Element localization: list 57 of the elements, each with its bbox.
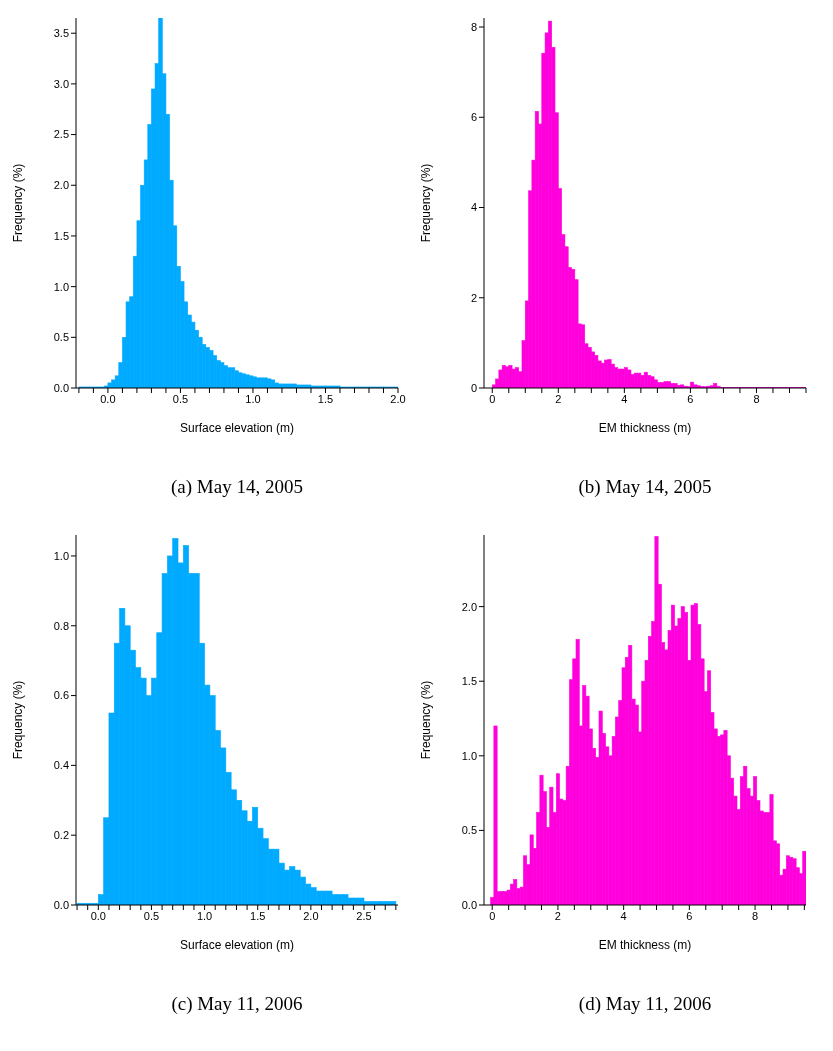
y-tick-label: 0.0 [53, 898, 69, 911]
x-axis-title: Surface elevation (m) [179, 938, 295, 952]
y-tick-label: 0.5 [53, 331, 69, 344]
y-axis-title: Frequency (%) [11, 163, 26, 243]
y-tick-label: 0.2 [53, 829, 69, 842]
text: (c) May 11, 2006 [170, 993, 304, 1015]
text: (b) May 14, 2005 [577, 476, 713, 498]
text: (d) May 11, 2006 [577, 993, 713, 1015]
x-tick-label: 2 [554, 909, 561, 922]
y-axis-title: Frequency (%) [419, 163, 434, 243]
x-tick-label: 1.0 [245, 392, 261, 405]
x-tick-label: 2 [555, 392, 562, 405]
y-tick-label: 0.5 [461, 824, 477, 837]
y-tick-label: 3.0 [53, 77, 69, 90]
x-axis-title: EM thickness (m) [598, 421, 692, 435]
y-tick-label: 0.4 [53, 759, 69, 772]
y-tick-label: 0.8 [53, 619, 69, 632]
x-tick-label: 8 [753, 392, 760, 405]
y-tick-label: 2.5 [53, 128, 69, 141]
y-axis-title: Frequency (%) [419, 680, 434, 760]
x-tick-label: 4 [620, 909, 627, 922]
y-tick-label: 1.0 [461, 749, 477, 762]
x-tick-label: 2.0 [390, 392, 406, 405]
y-tick-label: 4 [470, 201, 477, 214]
y-tick-label: 1.0 [53, 280, 69, 293]
x-tick-label: 8 [752, 909, 759, 922]
y-tick-label: 1.5 [53, 229, 69, 242]
y-tick-label: 2 [470, 291, 477, 304]
x-tick-label: 1.5 [250, 909, 266, 922]
x-axis-title: EM thickness (m) [598, 938, 692, 952]
y-tick-label: 0 [470, 381, 477, 394]
x-tick-label: 0 [489, 909, 496, 922]
y-tick-label: 2.0 [461, 600, 477, 613]
y-tick-label: 0.6 [53, 689, 69, 702]
x-tick-label: 0.5 [172, 392, 189, 405]
x-tick-label: 6 [687, 392, 694, 405]
x-tick-label: 6 [686, 909, 693, 922]
y-tick-label: 6 [470, 111, 477, 124]
text: (a) May 14, 2005 [170, 476, 304, 498]
x-tick-label: 0.0 [90, 909, 106, 922]
y-tick-label: 8 [470, 20, 477, 33]
y-tick-label: 0.0 [53, 381, 69, 394]
x-tick-label: 1.5 [317, 392, 334, 405]
y-tick-label: 1.5 [461, 675, 477, 688]
x-tick-label: 4 [621, 392, 628, 405]
y-tick-label: 1.0 [53, 549, 69, 562]
y-tick-label: 2.0 [53, 179, 69, 192]
x-tick-label: 2.0 [303, 909, 319, 922]
x-tick-label: 0 [489, 392, 496, 405]
x-tick-label: 0.0 [100, 392, 116, 405]
y-tick-label: 0.0 [461, 898, 477, 911]
y-tick-label: 3.5 [53, 27, 69, 40]
y-axis-title: Frequency (%) [11, 680, 26, 760]
x-tick-label: 1.0 [196, 909, 213, 922]
x-tick-label: 2.5 [356, 909, 372, 922]
x-tick-label: 0.5 [143, 909, 160, 922]
x-axis-title: Surface elevation (m) [179, 421, 295, 435]
